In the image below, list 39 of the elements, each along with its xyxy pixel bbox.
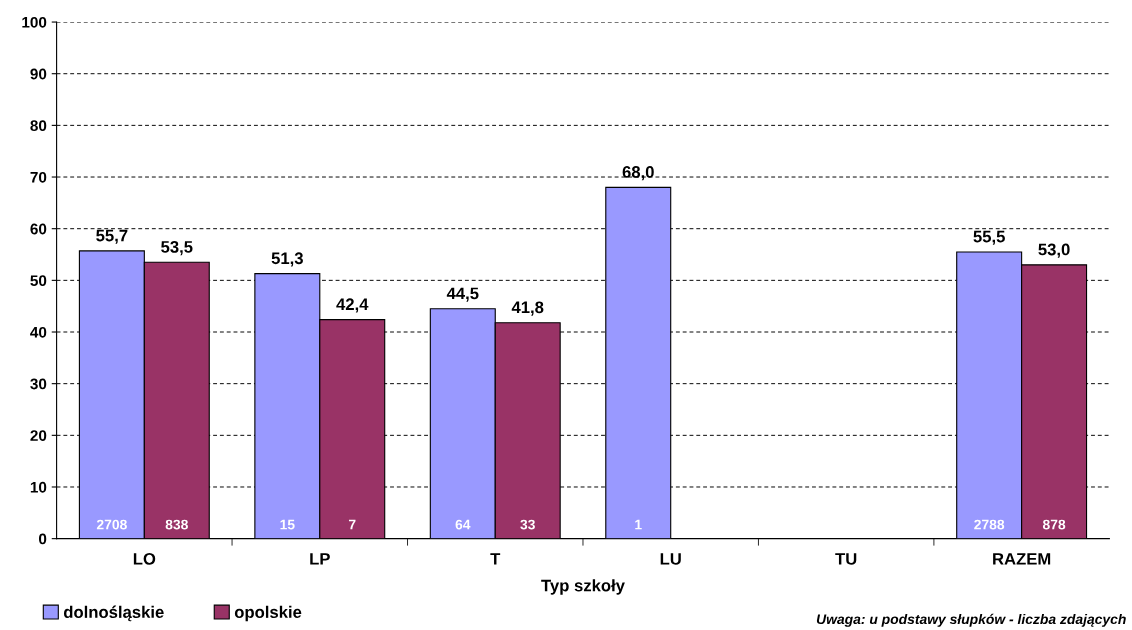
x-tick-label: RAZEM [993,553,1051,565]
x-tick-label: LO [133,552,156,565]
legend-label: opolskie [234,605,302,622]
data-label: 42,4 [336,298,369,313]
annotation: 7 [348,519,356,530]
data-label: 55,7 [96,229,128,244]
text: Uwaga: u podstawy słupków - liczba zdających [816,613,1126,627]
annotation: 838 [165,519,188,530]
y-tick-label: 30 [30,378,47,390]
x-tick-label: TU [835,553,857,565]
y-tick-label: 90 [30,68,47,80]
annotation: 2708 [96,519,127,530]
annotation: 64 [455,519,471,530]
x-axis-title: Typ szkoły [541,579,625,595]
annotation: 1 [635,519,642,530]
annotation: 33 [520,519,535,530]
x-tick-label: LP [310,553,330,565]
data-label: 44,5 [446,287,479,302]
x-tick-label: LU [660,553,681,565]
y-tick-label: 40 [30,326,47,338]
annotation: 878 [1042,519,1066,530]
y-tick-label: 60 [30,223,47,235]
data-label: 68,0 [622,166,654,181]
y-tick-label: 80 [30,120,47,132]
data-label: 51,3 [271,252,303,267]
y-tick-label: 10 [30,481,47,493]
data-label: 41,8 [511,301,544,316]
y-tick-label: 20 [30,430,47,442]
annotation: 15 [280,519,295,530]
data-label: 53,5 [161,240,193,256]
data-label: 55,5 [973,230,1005,245]
x-tick-label: T [490,553,501,565]
y-tick-label: 70 [30,171,47,183]
y-tick-label: 100 [22,16,47,28]
annotation: 2788 [974,519,1005,530]
y-tick-label: 50 [30,275,47,287]
y-tick-label: 0 [38,533,47,545]
data-label: 53,0 [1038,243,1070,258]
legend-label: dolnośląskie [63,605,164,622]
